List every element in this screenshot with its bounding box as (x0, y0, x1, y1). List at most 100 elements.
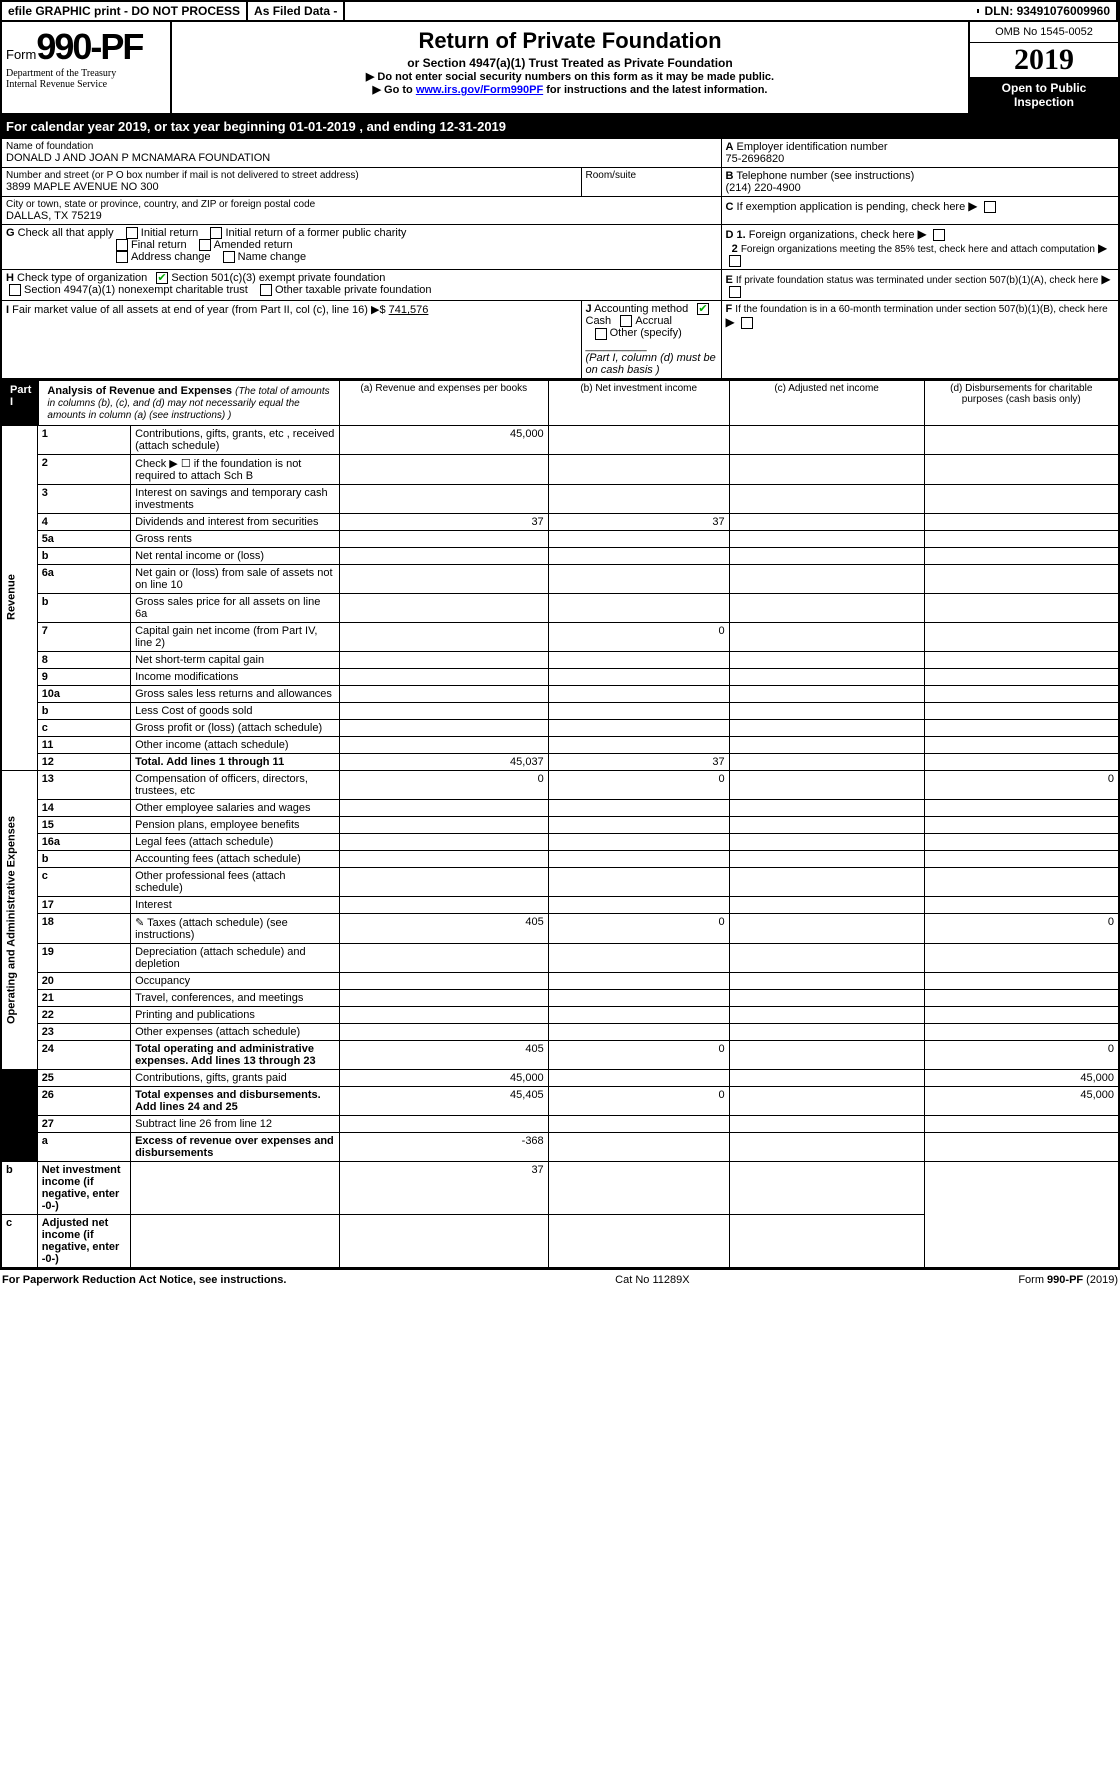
attach-icon: ✎ (135, 917, 144, 929)
cb-final[interactable] (116, 239, 128, 251)
amt-b (548, 1115, 729, 1132)
amt-b (548, 867, 729, 896)
amt-b (548, 425, 729, 454)
form-title: Return of Private Foundation (178, 28, 962, 54)
foundation-name: DONALD J AND JOAN P MCNAMARA FOUNDATION (6, 152, 717, 164)
amt-a (339, 799, 548, 816)
expenses-side-label: Operating and Administrative Expenses (1, 770, 37, 1069)
amt-d (924, 530, 1119, 547)
amt-c (729, 564, 924, 593)
cb-other-tax[interactable] (260, 284, 272, 296)
line-c: cAdjusted net income (if negative, enter… (1, 1214, 1119, 1268)
line-22: 22Printing and publications (1, 1006, 1119, 1023)
cb-initial-former[interactable] (210, 227, 222, 239)
amt-d: 0 (924, 770, 1119, 799)
cb-d1[interactable] (933, 229, 945, 241)
amt-a: 0 (339, 770, 548, 799)
line-b: bAccounting fees (attach schedule) (1, 850, 1119, 867)
amt-d: 0 (924, 1040, 1119, 1069)
line-7: 7Capital gain net income (from Part IV, … (1, 622, 1119, 651)
line-desc: Occupancy (131, 972, 340, 989)
amt-c (729, 668, 924, 685)
line-c: cOther professional fees (attach schedul… (1, 867, 1119, 896)
amt-b (548, 943, 729, 972)
amt-b (548, 719, 729, 736)
amt-b: 0 (548, 1040, 729, 1069)
ein: 75-2696820 (726, 153, 785, 165)
line-5a: 5aGross rents (1, 530, 1119, 547)
amt-b: 0 (548, 622, 729, 651)
amt-d: 45,000 (924, 1069, 1119, 1086)
amt-d (924, 668, 1119, 685)
amt-b (548, 685, 729, 702)
tax-year: 2019 (970, 43, 1118, 77)
amt-d (924, 1132, 1119, 1161)
amt-a (339, 484, 548, 513)
line-4: 4Dividends and interest from securities3… (1, 513, 1119, 530)
cb-501c3[interactable] (156, 272, 168, 284)
cb-4947[interactable] (9, 284, 21, 296)
amt-a: 405 (339, 913, 548, 943)
cb-f[interactable] (741, 317, 753, 329)
amt-b (548, 1006, 729, 1023)
calendar-year-row: For calendar year 2019, or tax year begi… (0, 115, 1120, 138)
amt-b (548, 1069, 729, 1086)
amt-d (924, 719, 1119, 736)
line-desc: Subtract line 26 from line 12 (131, 1115, 340, 1132)
amt-d (924, 685, 1119, 702)
checkbox-c[interactable] (984, 201, 996, 213)
amt-b: 0 (548, 770, 729, 799)
amt-d (924, 1023, 1119, 1040)
cb-cash[interactable] (697, 303, 709, 315)
amt-c (729, 972, 924, 989)
line-a: aExcess of revenue over expenses and dis… (1, 1132, 1119, 1161)
amt-c (729, 1069, 924, 1086)
amt-b (548, 833, 729, 850)
amt-a (339, 989, 548, 1006)
footer: For Paperwork Reduction Act Notice, see … (0, 1269, 1120, 1290)
amt-d (729, 1161, 924, 1214)
cb-initial[interactable] (126, 227, 138, 239)
cb-name[interactable] (223, 251, 235, 263)
cb-d2[interactable] (729, 255, 741, 267)
line-21: 21Travel, conferences, and meetings (1, 989, 1119, 1006)
amt-b (548, 896, 729, 913)
line-desc: Depreciation (attach schedule) and deple… (131, 943, 340, 972)
amt-b (548, 593, 729, 622)
cb-accrual[interactable] (620, 315, 632, 327)
line-desc: Adjusted net income (if negative, enter … (37, 1214, 130, 1268)
line-desc: Capital gain net income (from Part IV, l… (131, 622, 340, 651)
line-desc: Interest (131, 896, 340, 913)
line-desc: Total expenses and disbursements. Add li… (131, 1086, 340, 1115)
line-6a: 6aNet gain or (loss) from sale of assets… (1, 564, 1119, 593)
line-desc: Printing and publications (131, 1006, 340, 1023)
amt-a (339, 972, 548, 989)
amt-b (548, 989, 729, 1006)
line-desc: Other income (attach schedule) (131, 736, 340, 753)
amt-d (729, 1214, 924, 1268)
line-desc: Income modifications (131, 668, 340, 685)
amt-c (729, 736, 924, 753)
amt-a (339, 454, 548, 484)
line-desc: Total. Add lines 1 through 11 (131, 753, 340, 770)
cb-e[interactable] (729, 286, 741, 298)
amt-a (339, 1006, 548, 1023)
amt-c (548, 1214, 729, 1268)
irs-link[interactable]: www.irs.gov/Form990PF (416, 84, 543, 96)
line-desc: Other expenses (attach schedule) (131, 1023, 340, 1040)
amt-d (924, 850, 1119, 867)
amt-b (548, 736, 729, 753)
line-27: 27Subtract line 26 from line 12 (1, 1115, 1119, 1132)
amt-d (924, 972, 1119, 989)
line-20: 20Occupancy (1, 972, 1119, 989)
line-11: 11Other income (attach schedule) (1, 736, 1119, 753)
amt-d (924, 702, 1119, 719)
cb-amended[interactable] (199, 239, 211, 251)
cb-address[interactable] (116, 251, 128, 263)
cb-other-method[interactable] (595, 328, 607, 340)
line-24: 24Total operating and administrative exp… (1, 1040, 1119, 1069)
amt-b (548, 454, 729, 484)
amt-c (729, 685, 924, 702)
line-desc: Contributions, gifts, grants, etc , rece… (131, 425, 340, 454)
amt-c (729, 1006, 924, 1023)
